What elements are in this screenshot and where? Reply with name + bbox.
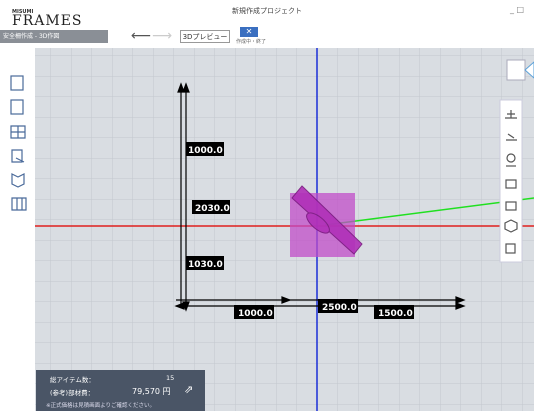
dimension-label: 1030.0 <box>188 260 223 270</box>
view-pointer <box>524 61 534 79</box>
dimension-label: 1000.0 <box>238 309 273 319</box>
dimension-label: 2500.0 <box>322 303 357 313</box>
dim-box <box>374 305 414 319</box>
window-controls[interactable]: _ □ <box>510 5 525 14</box>
dim-box <box>234 305 274 319</box>
logo: FRAMES <box>12 13 83 29</box>
canvas: 1000.0 2030.0 1030.0 1000.0 2500.0 1500.… <box>0 48 534 411</box>
view-cube-button[interactable] <box>506 59 526 81</box>
undo-button[interactable]: ⟵ <box>131 28 152 44</box>
dimension-label: 1500.0 <box>378 309 413 319</box>
left-toolbar <box>0 48 35 411</box>
items-label: 総アイテム数： <box>50 376 95 384</box>
export-icon[interactable]: ⇗ <box>184 383 194 396</box>
dim-box <box>186 142 224 156</box>
cost-value: 79,570 円 <box>132 387 171 396</box>
dim-box <box>192 200 230 214</box>
brand: MISUMI <box>12 9 34 15</box>
items-value: 15 <box>166 374 175 382</box>
dim-box <box>186 256 224 270</box>
left-tools[interactable] <box>10 75 27 211</box>
preview-button[interactable]: 3Dプレビュー <box>180 30 230 43</box>
right-toolbar <box>499 99 523 263</box>
summary-panel: 総アイテム数： 15 (参考)部材費： 79,570 円 ⇗ ※正式価格は見積画… <box>36 370 205 411</box>
dimension-label: 2030.0 <box>195 204 230 214</box>
project-title: 新規作成プロジェクト <box>232 7 302 15</box>
note: ※正式価格は見積画面よりご確認ください。 <box>46 403 155 409</box>
redo-button[interactable]: ⟶ <box>152 28 173 44</box>
dimension-label: 1000.0 <box>188 146 223 156</box>
cost-label: (参考)部材費： <box>50 389 95 397</box>
close-label: 作成中・終了 <box>236 39 267 45</box>
mode-bar: 安全柵作成 - 3D作図 <box>0 30 108 43</box>
grid <box>0 48 534 411</box>
right-tools[interactable] <box>504 110 518 254</box>
z-axis <box>324 197 534 226</box>
dim-box <box>318 299 358 313</box>
part-model[interactable] <box>291 185 363 255</box>
close-button[interactable]: ✕ <box>240 27 258 37</box>
